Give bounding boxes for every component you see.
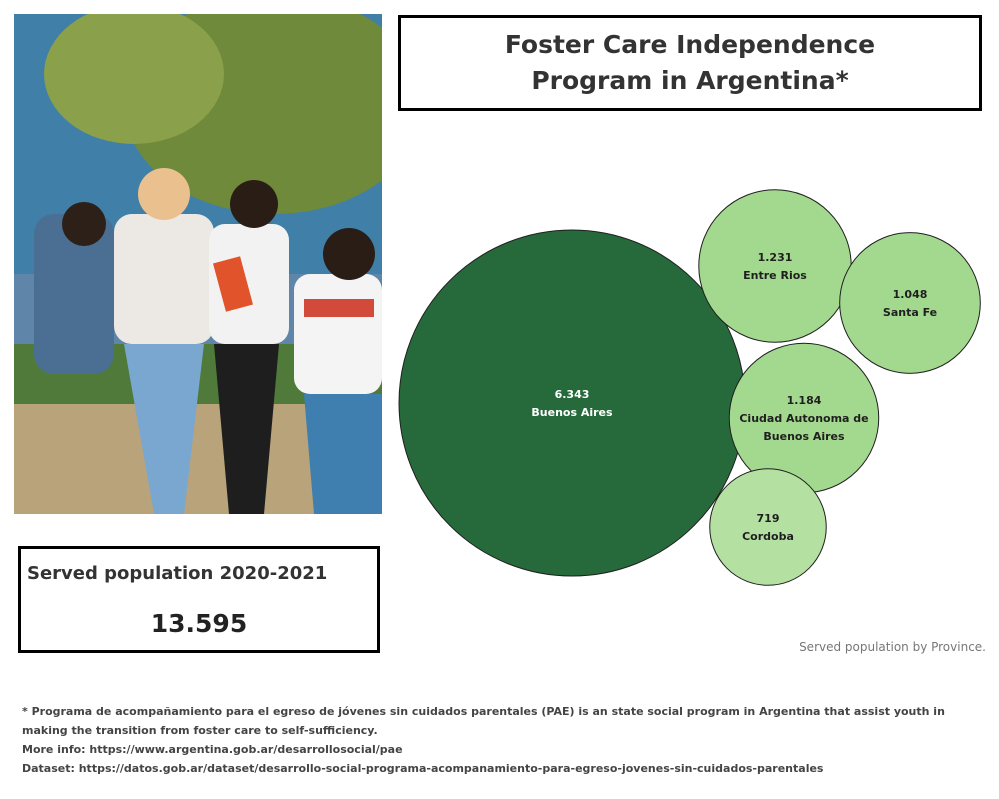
hero-photo [14, 14, 382, 514]
bubble-buenos-aires[interactable] [398, 229, 746, 577]
bubble-value-buenos-aires: 6.343 [555, 388, 590, 401]
title-box: Foster Care Independence Program in Arge… [398, 15, 982, 111]
footnote-dataset: Dataset: https://datos.gob.ar/dataset/de… [22, 762, 824, 775]
bubble-label-cordoba: Cordoba [742, 530, 794, 543]
footnote-description: * Programa de acompañamiento para el egr… [22, 705, 945, 737]
bubble-value-cordoba: 719 [757, 512, 780, 525]
bubble-santa-fe[interactable] [839, 232, 981, 374]
bubble-label-buenos-aires: Buenos Aires [531, 406, 613, 419]
bubble-label-entre-rios: Entre Rios [743, 269, 807, 282]
bubble-cordoba[interactable] [709, 468, 827, 586]
bubble-label-santa-fe: Santa Fe [883, 306, 937, 319]
served-population-box: Served population 2020-2021 13.595 [18, 546, 380, 653]
footnote-more-info: More info: https://www.argentina.gob.ar/… [22, 743, 403, 756]
bubble-value-ciudad-autonoma-de-buenos-aires: 1.184 [787, 394, 822, 407]
served-population-value: 13.595 [150, 609, 248, 638]
bubble-entre-rios[interactable] [698, 189, 852, 343]
bubble-label-ciudad-autonoma-de-buenos-aires: Buenos Aires [763, 430, 845, 443]
served-population-label: Served population 2020-2021 [27, 563, 328, 584]
chart-caption: Served population by Province. [799, 640, 986, 654]
photo-illustration [14, 14, 382, 514]
footnote: * Programa de acompañamiento para el egr… [22, 702, 972, 778]
bubble-value-entre-rios: 1.231 [758, 251, 793, 264]
page-title: Foster Care Independence Program in Arge… [504, 30, 876, 95]
bubble-chart: 6.343 Buenos Aires 1.231 Entre Rios 1.048 San… [398, 189, 981, 586]
bubble-value-santa-fe: 1.048 [893, 288, 928, 301]
bubble-label-ciudad-autonoma-de-buenos-aires: Ciudad Autonoma de [739, 412, 868, 425]
